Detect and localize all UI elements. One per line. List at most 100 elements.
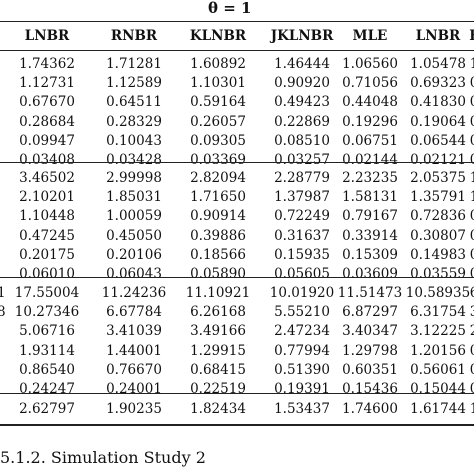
table-cell: 0.71056 xyxy=(342,75,398,92)
table-cell: 0.24001 xyxy=(106,381,162,397)
table-cell: 0.14983 xyxy=(410,246,466,263)
table-cell: 17.55004 xyxy=(14,285,80,301)
table-cell: 0.59164 xyxy=(190,94,246,111)
table-cell: 0.22869 xyxy=(274,113,330,130)
table-row: 0.28684 0.28329 0.26057 0.22869 0.19296 0.190… xyxy=(0,111,474,133)
table-cell: 0.56061 xyxy=(410,361,466,378)
table-cell: 6.87297 xyxy=(342,304,398,321)
table-cell: 3.12225 xyxy=(410,323,466,340)
table-cell: 0.47245 xyxy=(19,227,75,244)
table-cell: 6 xyxy=(454,282,474,304)
table-cell: 0.02144 xyxy=(342,152,398,168)
summary-cell: 1.82434 xyxy=(190,401,246,417)
table-cell: 2.28779 xyxy=(274,170,330,186)
table-cell: 0.03559 xyxy=(410,266,466,282)
table-cell: 0.03428 xyxy=(106,152,162,168)
table-cell: 2.10201 xyxy=(19,189,75,206)
table-cell: 0 xyxy=(454,244,474,266)
table-cell: 1.60892 xyxy=(190,56,246,72)
block-rule xyxy=(0,277,474,278)
table-cell: 0.15935 xyxy=(274,246,330,263)
table-cell: 0.03609 xyxy=(342,266,398,282)
table-cell: 1.10301 xyxy=(190,75,246,92)
table-cell: 1.06560 xyxy=(342,56,398,72)
table-cell: 6.67784 xyxy=(106,304,162,321)
table-cell: 5.55210 xyxy=(274,304,330,321)
theta-header: θ = 1 xyxy=(208,0,252,17)
table-cell: 1.74362 xyxy=(19,56,75,72)
table-cell: 0 xyxy=(454,149,474,171)
table-cell: 0 xyxy=(454,225,474,247)
table-cell: 0.06751 xyxy=(342,132,398,149)
summary-cell: 1.61744 xyxy=(410,401,466,417)
table-cell: 1.29915 xyxy=(190,342,246,359)
table-cell: 3 xyxy=(454,301,474,323)
table-cell: 1 xyxy=(454,167,474,189)
table-cell: 0.41830 xyxy=(410,94,466,111)
table-cell: 0.08510 xyxy=(274,132,330,149)
section-heading: 5.1.2. Simulation Study 2 xyxy=(0,448,206,467)
table-cell: 0.76670 xyxy=(106,361,162,378)
row-stub: 8 xyxy=(0,304,6,321)
table-cell: 11.51473 xyxy=(337,285,403,301)
table-cell: 5.06716 xyxy=(19,323,75,340)
table-cell: 3.41039 xyxy=(106,323,162,340)
table-cell: 6.26168 xyxy=(190,304,246,321)
table-cell: 0.06043 xyxy=(106,266,162,282)
table-cell: 0.03257 xyxy=(274,152,330,168)
table-cell: 3.49166 xyxy=(190,323,246,340)
table-cell: 1.20156 xyxy=(410,342,466,359)
table-cell: 1.05478 xyxy=(410,56,466,72)
table-cell: 1.46444 xyxy=(274,56,330,72)
table-row: 0.67670 0.64511 0.59164 0.49423 0.44048 0.418… xyxy=(0,91,474,113)
table-row: 8 10.27346 6.67784 6.26168 5.55210 6.87297 6.3… xyxy=(0,301,474,323)
table-cell: 0.10043 xyxy=(106,132,162,149)
table-cell: 2.47234 xyxy=(274,323,330,340)
table-row: 2.10201 1.85031 1.71650 1.37987 1.58131 1.357… xyxy=(0,186,474,208)
table-cell: 1.12589 xyxy=(106,75,162,92)
block-rule xyxy=(0,162,474,163)
table-cell: 0 xyxy=(454,359,474,381)
summary-cell: 1.90235 xyxy=(106,401,162,417)
table-cell: 11.24236 xyxy=(101,285,167,301)
table-cell: 6.31754 xyxy=(410,304,466,321)
table-row: 1.93114 1.44001 1.29915 0.77994 1.29798 1.201… xyxy=(0,340,474,362)
table-row: 0.06010 0.06043 0.05890 0.05605 0.03609 0.035… xyxy=(0,263,474,285)
summary-cell: 1.74600 xyxy=(342,401,398,417)
table-cell: 0.86540 xyxy=(19,361,75,378)
summary-cell: 2.62797 xyxy=(19,401,75,417)
table-cell: 0 xyxy=(454,91,474,113)
column-header-row: LNBR RNBR KLNBR JKLNBR MLE LNBR F xyxy=(0,25,474,47)
table-cell: 0 xyxy=(454,72,474,94)
table-cell: 0.77994 xyxy=(274,342,330,359)
table-cell: 3.46502 xyxy=(19,170,75,186)
table-cell: 2.23235 xyxy=(342,170,398,186)
table-cell: 11.10921 xyxy=(185,285,251,301)
table-row: 1 17.55004 11.24236 11.10921 10.01920 11.5147… xyxy=(0,282,474,304)
table-cell: 0 xyxy=(454,205,474,227)
table-cell: 0.22519 xyxy=(190,381,246,397)
header-rule xyxy=(0,50,474,51)
table-cell: 0.15309 xyxy=(342,246,398,263)
table-cell: 1.00059 xyxy=(106,208,162,225)
table-cell: 1.71650 xyxy=(190,189,246,206)
table-cell: 0.30807 xyxy=(410,227,466,244)
column-header: KLNBR xyxy=(189,28,247,44)
row-stub: 1 xyxy=(0,285,6,301)
table-cell: 2 xyxy=(454,320,474,342)
column-header: MLE xyxy=(352,28,388,44)
table-row: 0.20175 0.20106 0.18566 0.15935 0.15309 0.149… xyxy=(0,244,474,266)
table-bottom-rule xyxy=(0,424,474,426)
table-cell: 0.19064 xyxy=(410,113,466,130)
table-cell: 0.51390 xyxy=(274,361,330,378)
block-rule xyxy=(0,393,474,394)
table-cell: 1.85031 xyxy=(106,189,162,206)
table-cell: 0 xyxy=(454,263,474,285)
table-cell: 0 xyxy=(454,130,474,152)
table-row: 1.12731 1.12589 1.10301 0.90920 0.71056 0.693… xyxy=(0,72,474,94)
table-cell: 2.05375 xyxy=(410,170,466,186)
table-top-rule xyxy=(0,21,474,22)
table-row: 0.86540 0.76670 0.68415 0.51390 0.60351 0.560… xyxy=(0,359,474,381)
table-cell: 0.02121 xyxy=(410,152,466,168)
table-cell: 0.79167 xyxy=(342,208,398,225)
